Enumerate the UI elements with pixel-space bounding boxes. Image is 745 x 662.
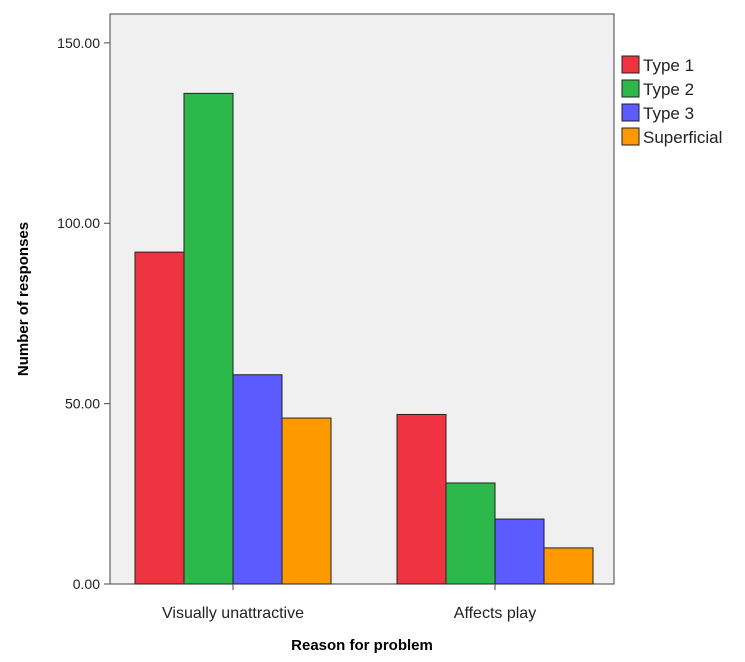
bar-superficial-visually-unattractive — [281, 417, 332, 585]
y-tick-label-0: 0.00 — [73, 576, 100, 592]
legend-label-type-1: Type 1 — [643, 56, 694, 75]
y-tick-label-3: 150.00 — [57, 35, 100, 51]
legend-label-type-3: Type 3 — [643, 104, 694, 123]
y-tick-label-1: 50.00 — [65, 396, 100, 412]
bar-type-3-affects-play — [494, 518, 545, 585]
axes-layer: Visually unattractive Affects play 0.00 50.… — [57, 35, 536, 622]
bar-type-1-visually-unattractive — [134, 251, 185, 585]
legend-label-type-2: Type 2 — [643, 80, 694, 99]
bar-type-2-visually-unattractive — [183, 92, 234, 585]
bar-superficial-affects-play — [543, 547, 594, 585]
x-tick-label-affects-play: Affects play — [454, 605, 536, 622]
legend-swatch-type-1 — [621, 55, 640, 74]
legend-swatch-superficial — [621, 127, 640, 146]
legend-label-superficial: Superficial — [643, 128, 722, 147]
bar-type-2-affects-play — [445, 482, 496, 585]
legend-swatch-type-2 — [621, 79, 640, 98]
x-tick-label-visually-unattractive: Visually unattractive — [162, 605, 304, 622]
y-tick-label-2: 100.00 — [57, 215, 100, 231]
bar-type-3-visually-unattractive — [232, 374, 283, 585]
y-axis-title: Number of responses — [15, 222, 32, 376]
bars-layer — [134, 92, 594, 585]
legend-swatch-type-3 — [621, 103, 640, 122]
legend: Type 1 Type 2 Type 3 Superficial — [621, 55, 722, 147]
x-axis-title: Reason for problem — [291, 637, 433, 654]
bar-type-1-affects-play — [396, 413, 447, 585]
